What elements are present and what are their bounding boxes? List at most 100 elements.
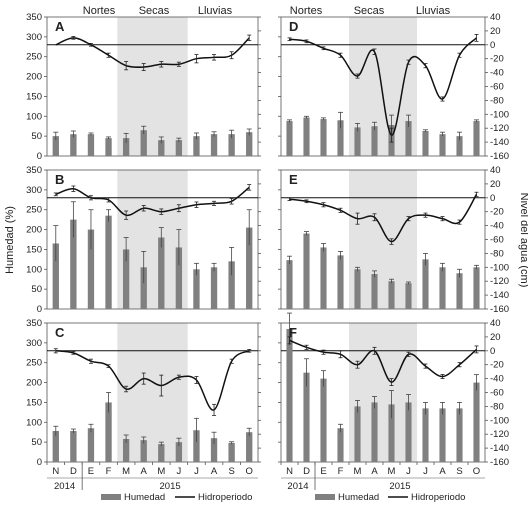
humedad-bar: [388, 404, 395, 462]
left-axis-title: Humedad (%): [4, 206, 16, 274]
year-label-2015: 2015: [160, 481, 181, 492]
right-tick-label: 40: [490, 165, 501, 176]
humedad-bar: [193, 136, 200, 156]
month-tick-label: D: [303, 466, 310, 477]
right-tick-label: 20: [490, 179, 501, 190]
humedad-bar: [439, 267, 446, 309]
month-tick-label: F: [106, 466, 112, 477]
left-tick-label: 100: [26, 417, 42, 428]
left-tick-label: 200: [26, 72, 42, 83]
humedad-bar: [337, 428, 344, 462]
panels: 050100150200250300350A050100150200250300…: [26, 12, 509, 468]
humedad-bar: [210, 267, 218, 309]
panel-letter: B: [55, 172, 64, 187]
left-tick-label: 300: [26, 185, 42, 196]
left-tick-label: 50: [31, 437, 42, 448]
panel-letter: F: [289, 325, 297, 340]
humedad-bar: [303, 117, 310, 156]
left-tick-label: 0: [37, 151, 42, 162]
left-tick-label: 350: [26, 165, 42, 176]
humedad-bar: [210, 134, 218, 156]
year-label-2014: 2014: [287, 481, 308, 492]
dry-season-shade: [117, 17, 188, 156]
humedad-bar: [175, 140, 183, 156]
humedad-bar: [140, 440, 147, 462]
month-tick-label: E: [88, 466, 94, 477]
legend-left: Humedad Hidroperiodo: [101, 492, 252, 503]
right-tick-label: 20: [490, 332, 501, 343]
humedad-bar: [70, 219, 77, 309]
right-tick-label: -60: [490, 82, 504, 93]
month-tick-label: S: [456, 466, 462, 477]
right-tick-label: -160: [490, 457, 509, 468]
humedad-bar: [140, 130, 147, 156]
right-tick-label: -20: [490, 207, 504, 218]
humedad-bar: [246, 227, 253, 309]
panel-D: 40 20 0 -20 -40 -60 -80 -100 -120 -140 -160 D: [278, 12, 509, 162]
humedad-bar: [158, 237, 165, 309]
left-tick-label: 50: [31, 131, 42, 142]
month-tick-label: M: [157, 466, 165, 477]
hidroperiodo-line: [55, 350, 250, 411]
left-tick-label: 150: [26, 91, 42, 102]
humedad-bar: [246, 132, 253, 156]
left-column: Nortes Secas Lluvias: [83, 5, 233, 17]
month-tick-label: A: [371, 466, 378, 477]
legend-hidroperiodo-label: Hidroperiodo: [411, 492, 465, 503]
month-tick-label: S: [228, 466, 234, 477]
legend-humedad-label: Humedad: [124, 492, 165, 503]
humedad-bar: [158, 140, 165, 156]
left-tick-label: 50: [31, 284, 42, 295]
humedad-bar: [122, 138, 130, 156]
humedad-bar: [70, 431, 77, 462]
right-tick-label: -60: [490, 388, 504, 399]
month-tick-label: J: [194, 466, 199, 477]
humedad-bar: [228, 442, 235, 462]
right-tick-label: -80: [490, 95, 504, 106]
left-tick-label: 350: [26, 12, 42, 23]
humedad-bar: [303, 233, 310, 309]
right-tick-label: -40: [490, 221, 504, 232]
humedad-bar: [388, 281, 395, 309]
panel-F: 40 20 0 -20 -40 -60 -80 -100 -120 -140 -160 F: [278, 312, 509, 468]
humedad-bar: [87, 134, 95, 156]
humedad-bar: [354, 127, 361, 156]
humedad-bar: [87, 229, 95, 309]
month-tick-label: N: [286, 466, 293, 477]
humedad-bar: [439, 408, 446, 462]
right-tick-label: -20: [490, 54, 504, 65]
left-tick-label: 200: [26, 378, 42, 389]
humedad-bar: [422, 130, 429, 156]
humedad-bar: [70, 134, 77, 156]
humedad-bar: [320, 119, 327, 156]
humedad-bar: [158, 444, 165, 462]
humedad-bar: [52, 136, 59, 156]
season-label-nortes-right: Nortes: [290, 5, 323, 17]
right-tick-label: 40: [490, 12, 501, 23]
right-tick-label: -140: [490, 290, 509, 301]
hidroperiodo-line: [55, 37, 250, 68]
year-label-2015: 2015: [389, 481, 410, 492]
humedad-bar: [286, 328, 293, 462]
month-tick-label: A: [211, 466, 218, 477]
left-tick-label: 0: [37, 457, 42, 468]
humedad-bar: [371, 274, 378, 309]
humedad-bar: [456, 273, 463, 309]
humedad-bar: [422, 259, 429, 309]
humedad-bar: [228, 134, 235, 156]
month-tick-label: M: [354, 466, 362, 477]
humedad-bar: [246, 432, 253, 462]
right-tick-label: -140: [490, 137, 509, 148]
humedad-bar: [140, 267, 147, 309]
humedad-bar: [286, 260, 293, 309]
right-tick-label: 0: [490, 40, 495, 51]
left-tick-label: 150: [26, 397, 42, 408]
panel-C: 0 50 100 150 200 250 300 350 C: [26, 318, 261, 468]
panel-letter: C: [55, 325, 65, 340]
left-tick-label: 150: [26, 244, 42, 255]
legend-right: Humedad Hidroperiodo: [315, 492, 465, 503]
left-tick-label: 200: [26, 225, 42, 236]
humedad-bar: [105, 138, 112, 156]
